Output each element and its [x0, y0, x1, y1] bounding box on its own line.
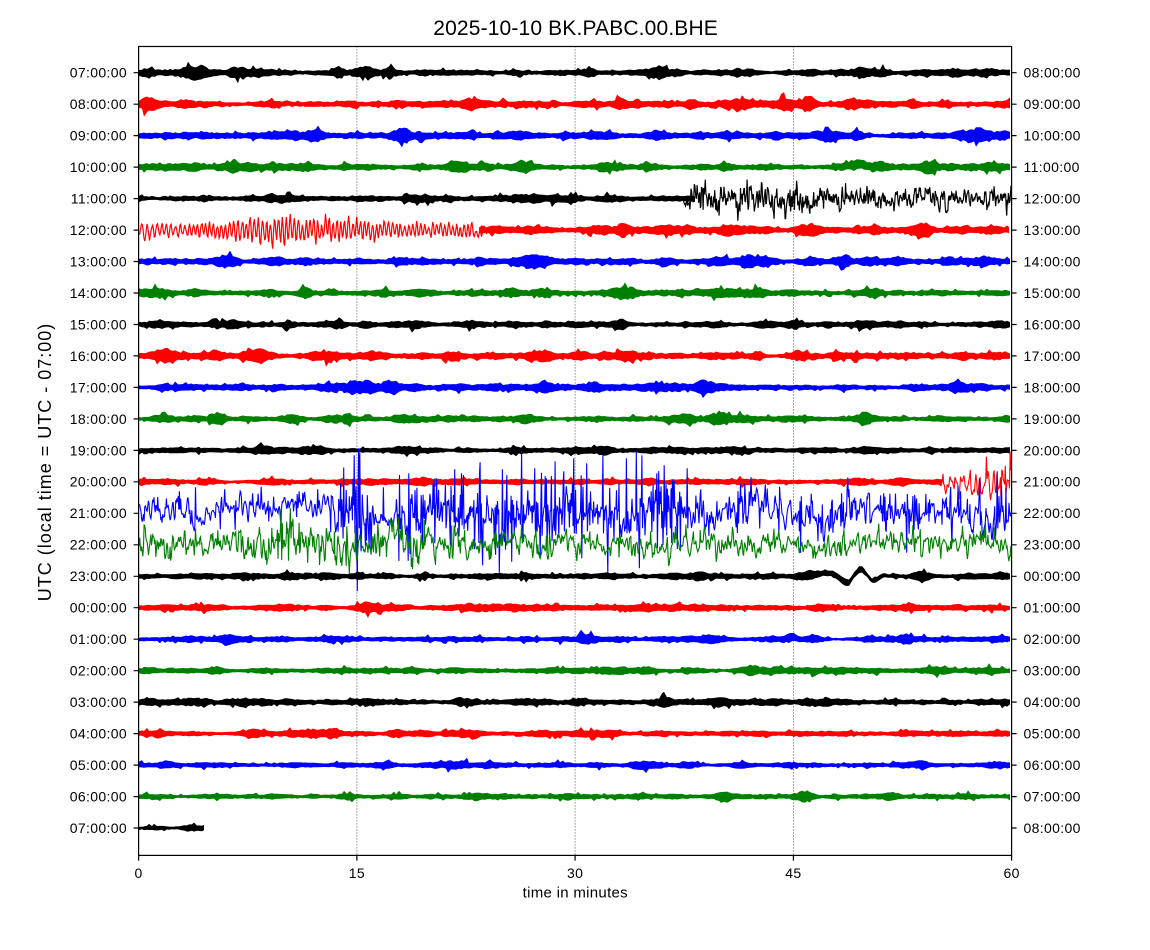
svg-text:07:00:00: 07:00:00 — [1024, 789, 1081, 805]
svg-text:06:00:00: 06:00:00 — [70, 789, 127, 805]
svg-text:19:00:00: 19:00:00 — [70, 442, 127, 458]
svg-text:23:00:00: 23:00:00 — [70, 568, 127, 584]
svg-text:08:00:00: 08:00:00 — [1024, 65, 1081, 81]
svg-text:17:00:00: 17:00:00 — [1024, 348, 1081, 364]
svg-text:01:00:00: 01:00:00 — [1024, 600, 1081, 616]
svg-text:13:00:00: 13:00:00 — [1024, 222, 1081, 238]
svg-text:45: 45 — [785, 865, 801, 881]
svg-text:16:00:00: 16:00:00 — [1024, 316, 1081, 332]
svg-text:UTC (local time = UTC - 07:00): UTC (local time = UTC - 07:00) — [35, 323, 55, 602]
svg-text:07:00:00: 07:00:00 — [70, 65, 127, 81]
svg-text:15: 15 — [349, 865, 365, 881]
svg-text:0: 0 — [135, 865, 143, 881]
svg-text:02:00:00: 02:00:00 — [1024, 631, 1081, 647]
svg-text:03:00:00: 03:00:00 — [1024, 663, 1081, 679]
svg-text:04:00:00: 04:00:00 — [70, 726, 127, 742]
svg-text:21:00:00: 21:00:00 — [70, 505, 127, 521]
svg-text:22:00:00: 22:00:00 — [1024, 505, 1081, 521]
svg-text:01:00:00: 01:00:00 — [70, 631, 127, 647]
svg-text:2025-10-10 BK.PABC.00.BHE: 2025-10-10 BK.PABC.00.BHE — [433, 17, 718, 40]
svg-text:18:00:00: 18:00:00 — [1024, 379, 1081, 395]
svg-text:09:00:00: 09:00:00 — [1024, 96, 1081, 112]
svg-text:00:00:00: 00:00:00 — [70, 600, 127, 616]
svg-text:14:00:00: 14:00:00 — [1024, 253, 1081, 269]
svg-text:08:00:00: 08:00:00 — [1024, 820, 1081, 836]
svg-text:20:00:00: 20:00:00 — [1024, 442, 1081, 458]
svg-text:16:00:00: 16:00:00 — [70, 348, 127, 364]
svg-text:17:00:00: 17:00:00 — [70, 379, 127, 395]
svg-text:04:00:00: 04:00:00 — [1024, 694, 1081, 710]
svg-text:15:00:00: 15:00:00 — [1024, 285, 1081, 301]
svg-text:05:00:00: 05:00:00 — [1024, 726, 1081, 742]
svg-text:07:00:00: 07:00:00 — [70, 820, 127, 836]
svg-text:20:00:00: 20:00:00 — [70, 474, 127, 490]
svg-text:06:00:00: 06:00:00 — [1024, 757, 1081, 773]
svg-text:60: 60 — [1003, 865, 1019, 881]
svg-text:18:00:00: 18:00:00 — [70, 411, 127, 427]
svg-text:09:00:00: 09:00:00 — [70, 128, 127, 144]
svg-text:22:00:00: 22:00:00 — [70, 537, 127, 553]
svg-text:02:00:00: 02:00:00 — [70, 663, 127, 679]
svg-text:10:00:00: 10:00:00 — [1024, 128, 1081, 144]
svg-text:03:00:00: 03:00:00 — [70, 694, 127, 710]
svg-text:14:00:00: 14:00:00 — [70, 285, 127, 301]
svg-text:time in minutes: time in minutes — [523, 885, 628, 902]
svg-text:30: 30 — [567, 865, 583, 881]
svg-text:00:00:00: 00:00:00 — [1024, 568, 1081, 584]
svg-text:23:00:00: 23:00:00 — [1024, 537, 1081, 553]
svg-text:05:00:00: 05:00:00 — [70, 757, 127, 773]
svg-text:11:00:00: 11:00:00 — [1024, 159, 1080, 175]
svg-text:21:00:00: 21:00:00 — [1024, 474, 1081, 490]
svg-text:13:00:00: 13:00:00 — [70, 253, 127, 269]
svg-text:08:00:00: 08:00:00 — [70, 96, 127, 112]
svg-text:11:00:00: 11:00:00 — [71, 191, 127, 207]
svg-text:12:00:00: 12:00:00 — [70, 222, 127, 238]
svg-text:10:00:00: 10:00:00 — [70, 159, 127, 175]
svg-text:15:00:00: 15:00:00 — [70, 316, 127, 332]
svg-text:19:00:00: 19:00:00 — [1024, 411, 1081, 427]
svg-text:12:00:00: 12:00:00 — [1024, 191, 1081, 207]
